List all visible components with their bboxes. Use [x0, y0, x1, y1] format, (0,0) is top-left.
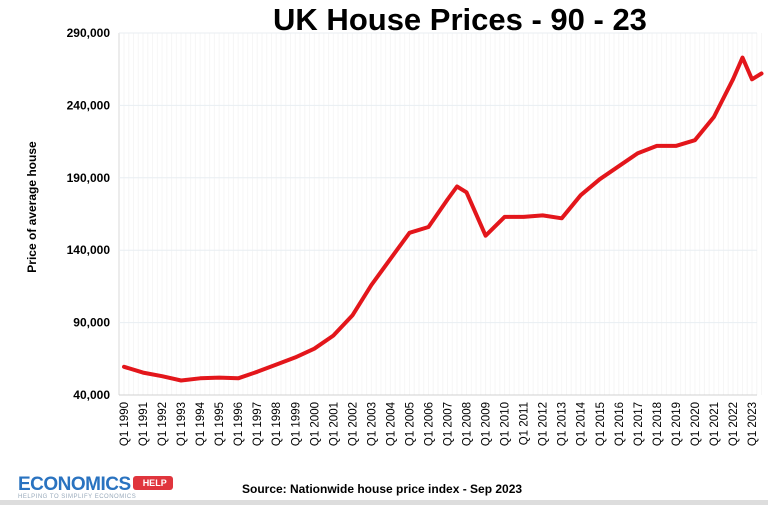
data-point	[674, 144, 678, 148]
x-tick-label: Q1 2022	[728, 402, 740, 446]
x-tick-label: Q1 1993	[176, 402, 188, 446]
x-tick-label: Q1 2008	[462, 402, 474, 446]
x-tick-label: Q1 2015	[595, 402, 607, 446]
data-point	[712, 115, 716, 119]
series-lines	[122, 55, 764, 383]
y-tick-label: 90,000	[73, 316, 110, 330]
y-tick-label: 140,000	[67, 243, 111, 257]
x-tick-label: Q1 2018	[652, 402, 664, 446]
x-tick-label: Q1 2011	[519, 402, 531, 445]
x-tick-label: Q1 2021	[709, 402, 721, 446]
x-tick-label: Q1 2004	[385, 401, 397, 446]
data-point	[693, 138, 697, 142]
data-point	[455, 184, 459, 188]
data-point	[255, 370, 259, 374]
y-tick-label: 40,000	[73, 388, 110, 402]
x-tick-label: Q1 2003	[366, 402, 378, 446]
x-tick-label: Q1 2023	[747, 402, 759, 446]
data-point	[160, 374, 164, 378]
x-tick-label: Q1 2013	[557, 402, 569, 446]
y-axis: 40,000 90,000 140,000 190,000 240,000 290,000	[67, 26, 111, 402]
data-point	[446, 198, 450, 202]
x-tick-label: Q1 1997	[252, 402, 264, 446]
x-tick-label: Q1 2007	[443, 402, 455, 446]
x-tick-label: Q1 2006	[423, 402, 435, 446]
logo-tag: HELP	[132, 476, 173, 490]
x-tick-label: Q1 1991	[138, 402, 150, 446]
data-point	[198, 376, 202, 380]
x-tick-label: Q1 2010	[500, 402, 512, 446]
x-tick-label: Q1 2009	[481, 402, 493, 446]
data-point	[636, 151, 640, 155]
x-tick-label: Q1 1992	[157, 402, 169, 446]
data-point	[426, 225, 430, 229]
gridlines	[118, 32, 763, 396]
data-point	[293, 355, 297, 359]
data-point	[522, 215, 526, 219]
x-tick-label: Q1 1994	[195, 401, 207, 446]
data-point	[388, 257, 392, 261]
x-tick-label: Q1 2019	[671, 402, 683, 446]
x-tick-label: Q1 2005	[404, 402, 416, 446]
data-point	[465, 190, 469, 194]
data-point	[760, 72, 764, 76]
data-point	[731, 77, 735, 81]
data-point	[655, 144, 659, 148]
x-tick-label: Q1 2012	[538, 402, 550, 446]
data-point	[617, 164, 621, 168]
data-point	[740, 56, 744, 60]
footer-bar	[0, 500, 768, 505]
data-point	[122, 365, 126, 369]
y-tick-label: 240,000	[67, 98, 111, 112]
x-tick-label: Q1 2002	[347, 402, 359, 446]
data-point	[541, 213, 545, 217]
logo-tagline: HELPING TO SIMPLIFY ECONOMICS	[18, 494, 137, 500]
data-point	[312, 347, 316, 351]
data-point	[407, 231, 411, 235]
x-tick-label: Q1 2014	[576, 401, 588, 446]
line-chart: 40,000 90,000 140,000 190,000 240,000 290,000…	[67, 26, 764, 446]
x-tick-label: Q1 2016	[614, 402, 626, 446]
data-point	[179, 379, 183, 383]
data-point	[579, 193, 583, 197]
x-tick-label: Q1 2020	[690, 402, 702, 446]
data-point	[331, 334, 335, 338]
x-tick-label: Q1 1999	[290, 402, 302, 446]
y-axis-label: Price of average house	[25, 141, 39, 273]
x-tick-label: Q1 1990	[119, 402, 131, 446]
data-point	[560, 216, 564, 220]
data-point	[350, 313, 354, 317]
x-tick-label: Q1 2000	[309, 402, 321, 446]
economics-help-logo[interactable]: ECONOMICS HELP HELPING TO SIMPLIFY ECONOM…	[18, 474, 173, 500]
y-tick-label: 190,000	[67, 171, 111, 185]
data-point	[141, 371, 145, 375]
x-tick-label: Q1 1996	[233, 402, 245, 446]
data-point	[484, 234, 488, 238]
x-tick-label: Q1 1998	[271, 402, 283, 446]
data-point	[503, 215, 507, 219]
data-point	[369, 283, 373, 287]
y-tick-label: 290,000	[67, 26, 111, 40]
data-point	[236, 376, 240, 380]
x-tick-label: Q1 2017	[633, 402, 645, 446]
chart-title: UK House Prices - 90 - 23	[273, 2, 647, 37]
source-note: Source: Nationwide house price index - S…	[242, 482, 523, 496]
data-point	[598, 177, 602, 181]
logo-text: ECONOMICS	[18, 474, 131, 495]
x-tick-label: Q1 2001	[328, 402, 340, 446]
data-point	[274, 363, 278, 367]
x-tick-label: Q1 1995	[214, 402, 226, 446]
data-point	[750, 77, 754, 81]
x-axis: Q1 1990 Q1 1991 Q1 1992 Q1 1993 Q1 1994 Q1 19…	[119, 401, 759, 446]
data-point	[217, 376, 221, 380]
